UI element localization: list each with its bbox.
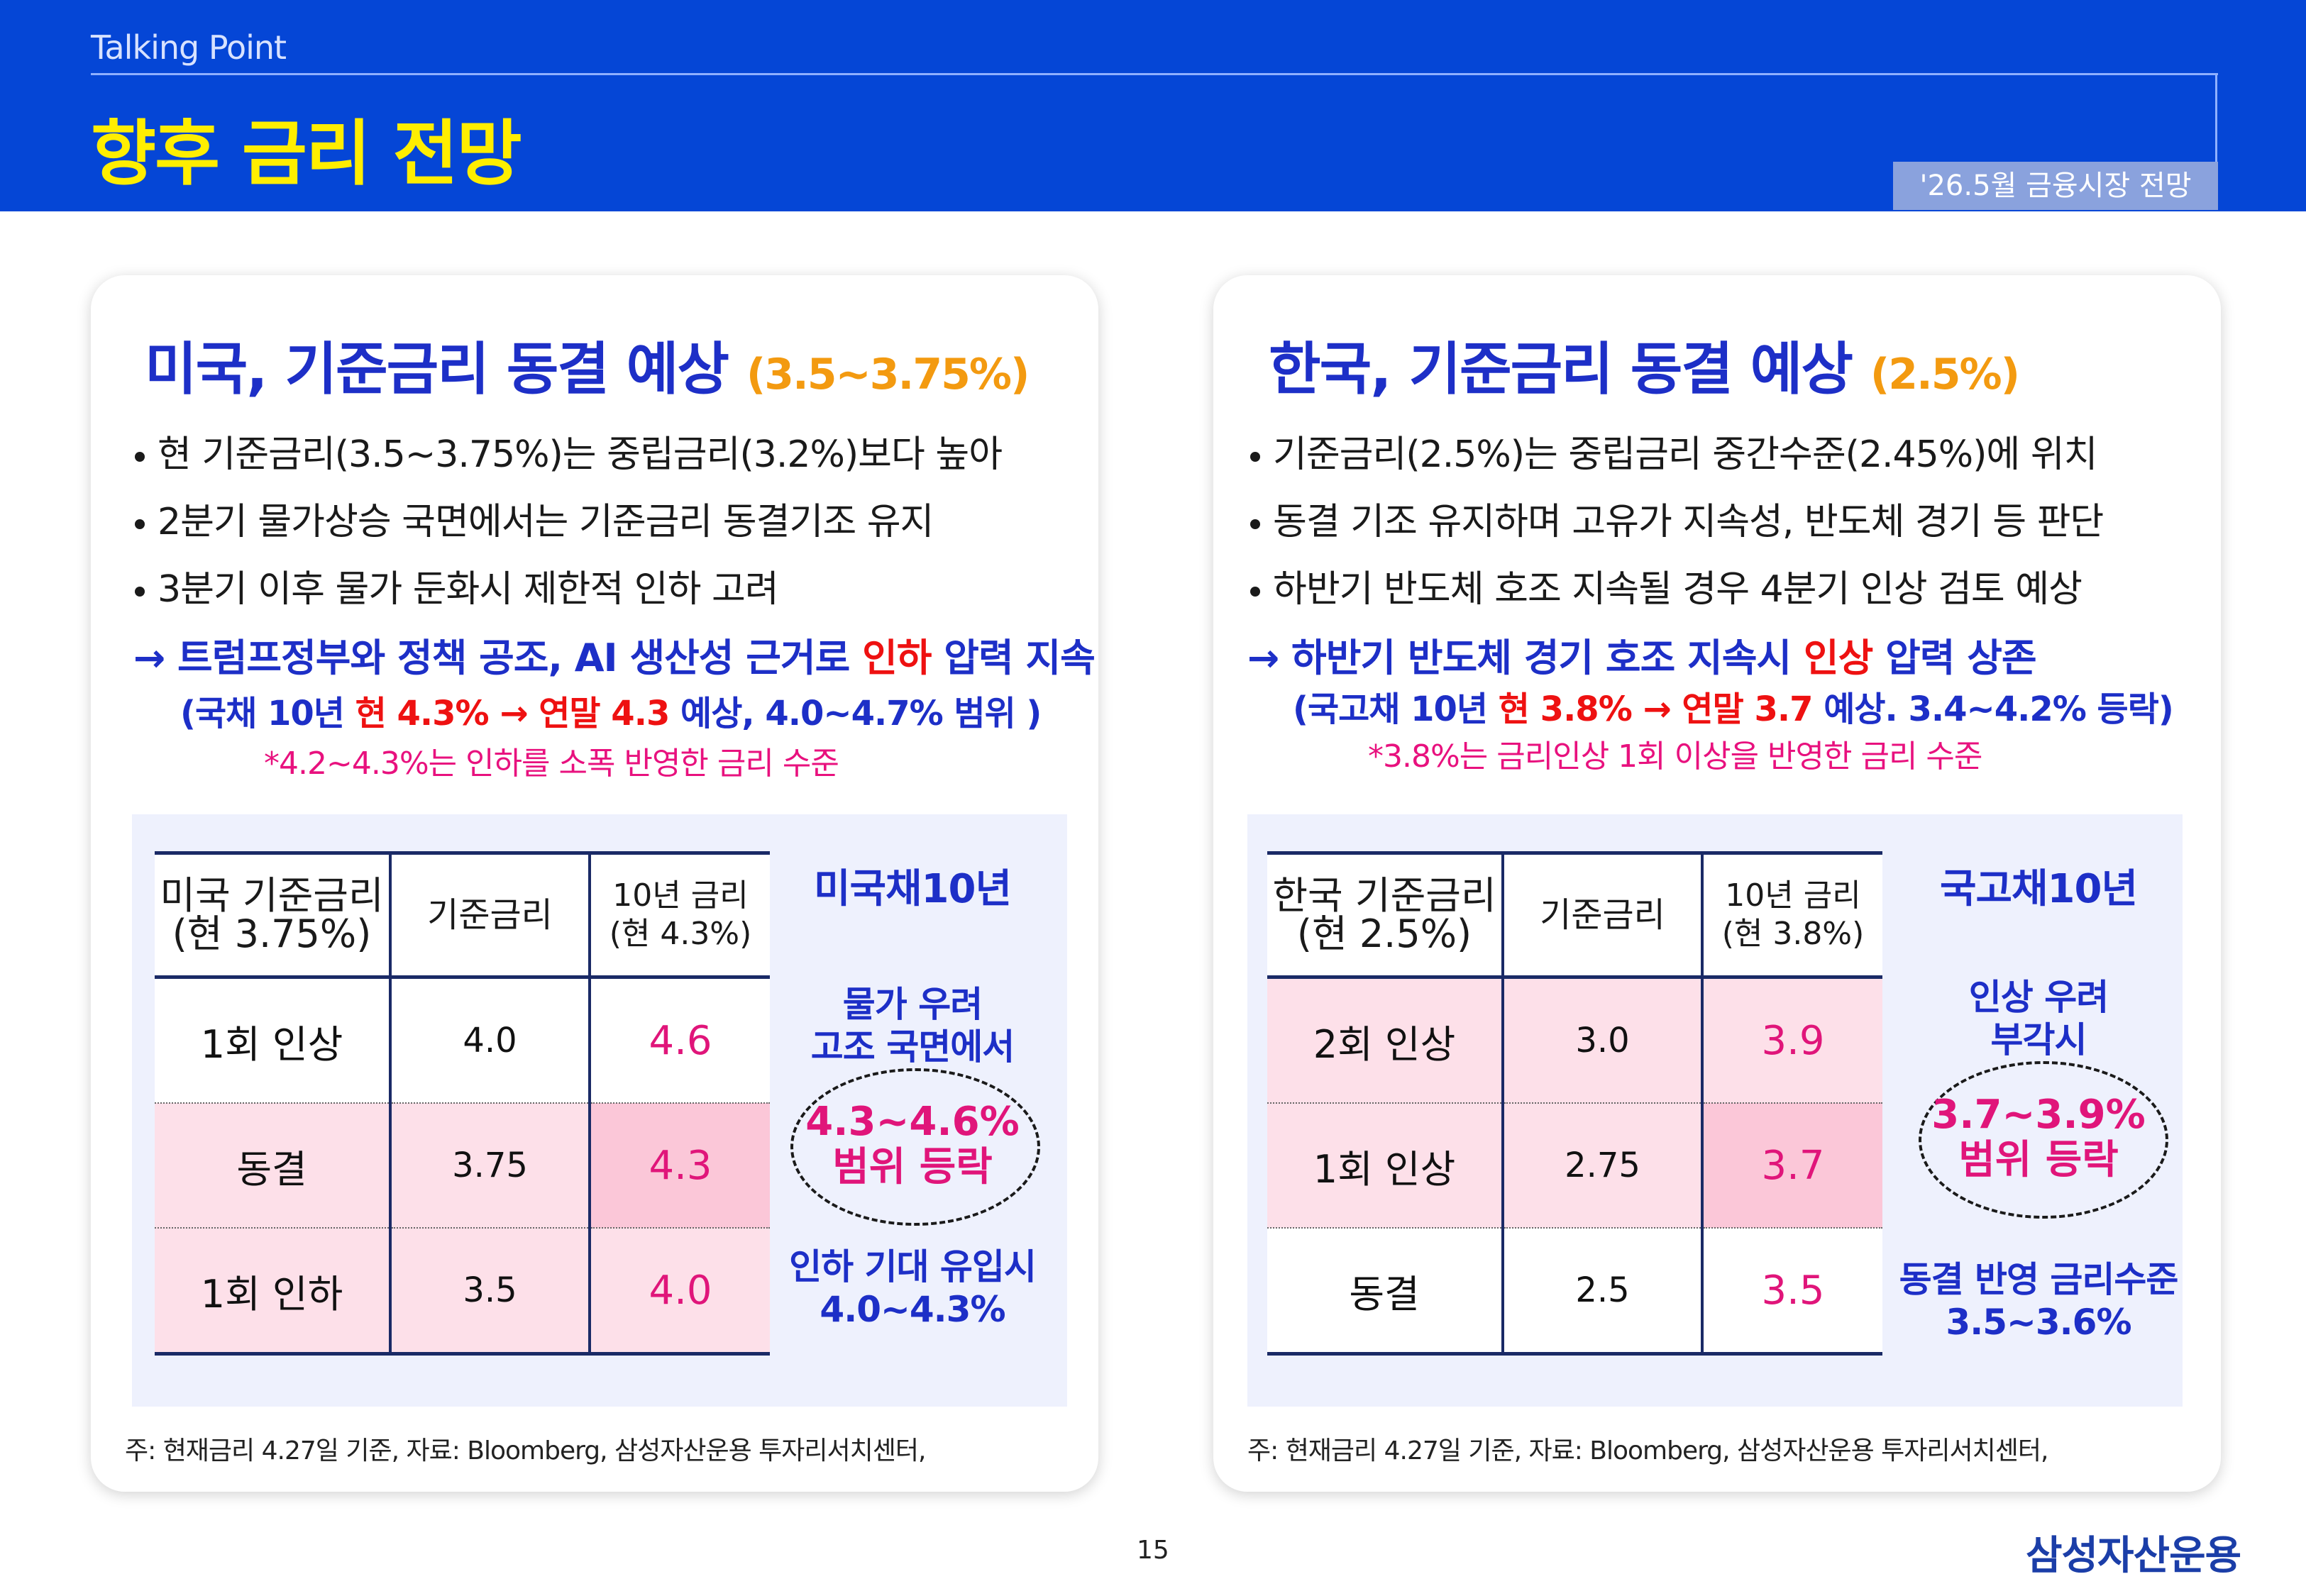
table-header: 미국 기준금리 (현 3.75%) [155, 851, 392, 979]
table-row: 동결 2.5 3.5 [1267, 1227, 1882, 1356]
table-row: 2회 인상 3.0 3.9 [1267, 977, 1882, 1103]
policy-rate-cell: 4.0 [390, 977, 591, 1103]
date-badge: '26.5월 금융시장 전망 [1893, 162, 2218, 210]
header-divider-vertical [2215, 73, 2217, 164]
conclusion-line: → 트럼프정부와 정책 공조, AI 생산성 근거로 인하 압력 지속 [133, 636, 1096, 680]
ten-year-rate-cell: 3.5 [1702, 1227, 1882, 1356]
header-bar: Talking Point 향후 금리 전망 '26.5월 금융시장 전망 [0, 0, 2306, 211]
ten-year-rate-cell: 3.9 [1702, 977, 1882, 1103]
scenario-top-text: 인상 우려 부각시 [1968, 977, 2109, 1060]
card-title-rate: (3.5~3.75%) [746, 350, 1030, 399]
scenario-cell: 1회 인하 [155, 1227, 392, 1356]
rate-scenario-table: 한국 기준금리 (현 2.5%) 기준금리 10년 금리 (현 3.8%) 2회 인… [1267, 851, 1882, 1356]
kr-rate-card: 한국, 기준금리 동결 예상 (2.5%) 기준금리(2.5%)는 중립금리 중… [1213, 275, 2221, 1492]
bond-label: 미국채10년 [813, 866, 1012, 912]
bullet-dot-icon [1250, 452, 1260, 462]
scenario-bottom-text: 동결 반영 금리수준 3.5~3.6% [1899, 1259, 2179, 1343]
policy-rate-cell: 2.5 [1503, 1227, 1704, 1356]
header-divider [91, 73, 2218, 75]
bullet-item: 현 기준금리(3.5~3.75%)는 중립금리(3.2%)보다 높아 [135, 424, 1003, 477]
card-title-rate: (2.5%) [1870, 350, 2020, 399]
card-title: 미국, 기준금리 동결 예상 (3.5~3.75%) [145, 323, 1030, 406]
page-number: 15 [1137, 1536, 1169, 1565]
scenario-cell: 동결 [155, 1102, 392, 1228]
scenario-cell: 동결 [1267, 1227, 1504, 1356]
policy-rate-cell: 3.5 [390, 1227, 591, 1356]
bullet-dot-icon [135, 519, 145, 529]
bullet-dot-icon [135, 587, 145, 597]
card-title: 한국, 기준금리 동결 예상 (2.5%) [1269, 323, 2020, 406]
rate-scenario-panel: 미국 기준금리 (현 3.75%) 기준금리 10년 금리 (현 4.3%) 1회 … [132, 814, 1067, 1407]
table-header: 10년 금리 (현 4.3%) [590, 851, 770, 979]
scenario-cell: 2회 인상 [1267, 977, 1504, 1103]
bullet-item: 3분기 이후 물가 둔화시 제한적 인하 고려 [135, 559, 779, 612]
table-header: 10년 금리 (현 3.8%) [1702, 851, 1882, 979]
bullet-item: 동결 기조 유지하며 고유가 지속성, 반도체 경기 등 판단 [1250, 492, 2104, 545]
card-title-text: 미국, 기준금리 동결 예상 [145, 336, 729, 402]
bullet-dot-icon [1250, 587, 1260, 597]
scenario-bottom-text: 인하 기대 유입시 4.0~4.3% [789, 1246, 1037, 1330]
footnote-highlight: *4.2~4.3%는 인하를 소폭 반영한 금리 수준 [264, 746, 839, 782]
source-note: 주: 현재금리 4.27일 기준, 자료: Bloomberg, 삼성자산운용 … [1247, 1436, 2048, 1465]
bullet-item: 하반기 반도체 호조 지속될 경우 4분기 인상 검토 예상 [1250, 559, 2082, 612]
policy-rate-cell: 3.0 [1503, 977, 1704, 1103]
table-row: 1회 인하 3.5 4.0 [155, 1227, 770, 1356]
scenario-top-text: 물가 우려 고조 국면에서 [810, 984, 1015, 1068]
table-header: 기준금리 [1503, 851, 1704, 979]
range-text: 4.3~4.6% 범위 등락 [805, 1099, 1020, 1190]
bullet-dot-icon [135, 452, 145, 462]
table-header-row: 한국 기준금리 (현 2.5%) 기준금리 10년 금리 (현 3.8%) [1267, 851, 1882, 979]
ten-year-rate-cell: 4.0 [590, 1227, 770, 1356]
policy-rate-cell: 2.75 [1503, 1102, 1704, 1228]
range-ellipse [1919, 1061, 2168, 1219]
table-header-row: 미국 기준금리 (현 3.75%) 기준금리 10년 금리 (현 4.3%) [155, 851, 770, 979]
company-logo: 삼성자산운용 [2026, 1533, 2241, 1579]
bullet-dot-icon [1250, 519, 1260, 529]
table-row: 1회 인상 2.75 3.7 [1267, 1102, 1882, 1228]
source-note: 주: 현재금리 4.27일 기준, 자료: Bloomberg, 삼성자산운용 … [125, 1436, 926, 1465]
scenario-cell: 1회 인상 [1267, 1102, 1504, 1228]
card-title-text: 한국, 기준금리 동결 예상 [1269, 336, 1853, 402]
footnote-highlight: *3.8%는 금리인상 1회 이상을 반영한 금리 수준 [1368, 738, 1982, 775]
ten-year-rate-cell: 4.3 [590, 1102, 770, 1228]
us-rate-card: 미국, 기준금리 동결 예상 (3.5~3.75%) 현 기준금리(3.5~3.… [91, 275, 1098, 1492]
bond-label: 국고채10년 [1939, 866, 2138, 912]
page-title: 향후 금리 전망 [91, 112, 522, 195]
bullet-item: 기준금리(2.5%)는 중립금리 중간수준(2.45%)에 위치 [1250, 424, 2097, 477]
rate-scenario-panel: 한국 기준금리 (현 2.5%) 기준금리 10년 금리 (현 3.8%) 2회 인… [1247, 814, 2183, 1407]
section-label: Talking Point [91, 28, 287, 67]
table-row: 동결 3.75 4.3 [155, 1102, 770, 1228]
table-row: 1회 인상 4.0 4.6 [155, 977, 770, 1103]
scenario-cell: 1회 인상 [155, 977, 392, 1103]
bullet-item: 2분기 물가상승 국면에서는 기준금리 동결기조 유지 [135, 492, 934, 545]
bond-forecast-line: (국고채 10년 현 3.8% → 연말 3.7 예상. 3.4~4.2% 등락… [1293, 689, 2174, 729]
ten-year-rate-cell: 3.7 [1702, 1102, 1882, 1228]
table-header: 기준금리 [390, 851, 591, 979]
rate-scenario-table: 미국 기준금리 (현 3.75%) 기준금리 10년 금리 (현 4.3%) 1회 … [155, 851, 770, 1356]
conclusion-line: → 하반기 반도체 경기 호조 지속시 인상 압력 상존 [1247, 636, 2037, 680]
table-header: 한국 기준금리 (현 2.5%) [1267, 851, 1504, 979]
range-text: 3.7~3.9% 범위 등락 [1931, 1092, 2146, 1183]
ten-year-rate-cell: 4.6 [590, 977, 770, 1103]
bond-forecast-line: (국채 10년 현 4.3% → 연말 4.3 예상, 4.0~4.7% 범위 … [180, 694, 1042, 733]
range-ellipse [790, 1068, 1040, 1226]
policy-rate-cell: 3.75 [390, 1102, 591, 1228]
